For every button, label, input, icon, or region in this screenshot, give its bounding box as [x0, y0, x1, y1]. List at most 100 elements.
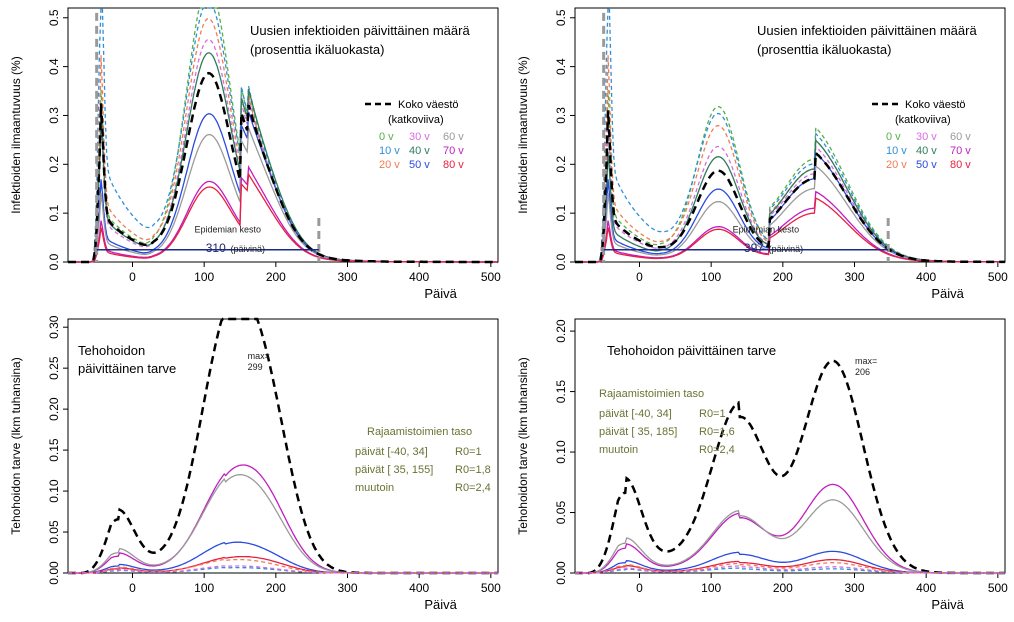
- chart-title: Tehohoidon: [78, 343, 145, 358]
- legend-age-80v: 80 v: [443, 159, 464, 171]
- y-tick-label: 0.10: [554, 440, 568, 464]
- y-axis-label: Infektioiden ilmaantuvuus (%): [516, 56, 530, 213]
- legend-total-sub: (katkoviiva): [388, 114, 444, 126]
- y-tick-label: 0.4: [554, 58, 568, 75]
- chart-svg: 0 100 200 300 400 500 0.00 0.05 0.10 0.15 0.20 Päiv…: [516, 318, 1008, 612]
- x-axis-label: Päivä: [424, 597, 457, 612]
- legend-age-70v: 70 v: [443, 145, 464, 157]
- duration-value: 397: [744, 241, 764, 255]
- restrictions-title: Rajaamistoimien taso: [599, 388, 704, 400]
- y-tick-label: 0.25: [47, 356, 61, 380]
- duration-label: Epidemian kesto: [194, 225, 261, 235]
- plot-frame: [67, 7, 499, 263]
- y-tick-label: 0.05: [554, 501, 568, 525]
- y-tick-label: 0.3: [47, 107, 61, 124]
- legend-total-label: Koko väestö: [398, 99, 459, 111]
- legend-age-60v: 60 v: [950, 131, 971, 143]
- y-tick-label: 0.5: [47, 9, 61, 26]
- chart-title: (prosenttia ikäluokasta): [250, 42, 384, 57]
- max-value: 299: [248, 362, 263, 372]
- legend-age-10v: 10 v: [379, 145, 400, 157]
- legend-total-label: Koko väestö: [905, 99, 966, 111]
- x-axis-label: Päivä: [931, 597, 964, 612]
- y-tick-label: 0.15: [47, 438, 61, 462]
- x-tick-label: 300: [337, 581, 357, 595]
- x-tick-label: 0: [129, 581, 136, 595]
- series-line-total: [575, 359, 1005, 575]
- series-line-80v: [575, 197, 1005, 263]
- legend-age-80v: 80 v: [950, 159, 971, 171]
- y-tick-label: 0.3: [554, 107, 568, 124]
- y-tick-label: 0.1: [47, 204, 61, 221]
- series-line-20v: [575, 562, 1005, 574]
- x-tick-label: 0: [129, 270, 136, 284]
- series-line-total: [68, 71, 498, 264]
- restrictions-period: muutoin: [599, 444, 638, 456]
- legend-age-30v: 30 v: [409, 131, 430, 143]
- restrictions-r0: R0=1,6: [699, 426, 735, 438]
- y-tick-label: 0.20: [47, 397, 61, 421]
- legend-age-0v: 0 v: [886, 131, 901, 143]
- plot-frame: [67, 318, 499, 574]
- legend-age-0v: 0 v: [379, 131, 394, 143]
- chart-title: päivittäinen tarve: [78, 361, 176, 376]
- x-tick-label: 500: [481, 581, 501, 595]
- x-tick-label: 200: [266, 270, 286, 284]
- restrictions-title: Rajaamistoimien taso: [367, 426, 472, 438]
- legend-age-30v: 30 v: [916, 131, 937, 143]
- x-axis-label: Päivä: [424, 286, 457, 301]
- restrictions-r0: R0=1: [699, 408, 726, 420]
- x-tick-label: 400: [916, 270, 936, 284]
- y-tick-label: 0.00: [47, 561, 61, 585]
- series-line-total: [575, 110, 1005, 264]
- legend-age-70v: 70 v: [950, 145, 971, 157]
- duration-value: 310: [206, 241, 226, 255]
- x-tick-label: 0: [636, 581, 643, 595]
- y-tick-label: 0.2: [47, 156, 61, 173]
- x-tick-label: 400: [409, 270, 429, 284]
- x-tick-label: 100: [701, 270, 721, 284]
- chart-title: Uusien infektioiden päivittäinen määrä: [757, 23, 977, 38]
- chart-title: Uusien infektioiden päivittäinen määrä: [250, 23, 470, 38]
- chart-svg: 0 100 200 300 400 500 0.0 0.1 0.2 0.3 0.4 0.5 Päivä I…: [516, 7, 1008, 301]
- y-tick-label: 0.00: [554, 561, 568, 585]
- x-tick-label: 500: [988, 581, 1008, 595]
- plot-frame: [574, 7, 1006, 263]
- series-line-40v: [68, 52, 498, 263]
- series-line-20v: [575, 55, 1005, 263]
- series-line-20v: [68, 558, 498, 574]
- chart-title: Tehohoidon päivittäinen tarve: [607, 343, 776, 358]
- restrictions-period: päivät [-40, 34]: [599, 408, 672, 420]
- y-tick-label: 0.0: [47, 253, 61, 270]
- y-tick-label: 0.15: [554, 380, 568, 404]
- legend-age-50v: 50 v: [916, 159, 937, 171]
- restrictions-period: päivät [-40, 34]: [355, 446, 428, 458]
- restrictions-r0: R0=2,4: [455, 482, 491, 494]
- x-tick-label: 200: [773, 581, 793, 595]
- x-tick-label: 300: [337, 270, 357, 284]
- y-tick-label: 0.4: [47, 58, 61, 75]
- y-axis-label: Infektioiden ilmaantuvuus (%): [9, 56, 23, 213]
- y-tick-label: 0.2: [554, 156, 568, 173]
- y-tick-label: 0.1: [554, 204, 568, 221]
- max-label: max=: [855, 356, 877, 366]
- duration-unit: (päivinä): [230, 244, 265, 254]
- chart-svg: 0 100 200 300 400 500 0.00 0.05 0.10 0.15 0.20 0.25…: [9, 315, 501, 612]
- x-tick-label: 400: [409, 581, 429, 595]
- plot-frame: [574, 318, 1006, 574]
- legend-age-50v: 50 v: [409, 159, 430, 171]
- chart-title: (prosenttia ikäluokasta): [757, 42, 891, 57]
- legend-age-60v: 60 v: [443, 131, 464, 143]
- restrictions-r0: R0=1: [455, 446, 482, 458]
- y-tick-label: 0.30: [47, 315, 61, 339]
- y-tick-label: 0.10: [47, 479, 61, 503]
- duration-label: Epidemian kesto: [733, 225, 800, 235]
- x-tick-label: 100: [194, 270, 214, 284]
- legend-age-20v: 20 v: [886, 159, 907, 171]
- restrictions-period: päivät [ 35, 155]: [355, 464, 433, 476]
- y-tick-label: 0.20: [554, 319, 568, 343]
- restrictions-period: päivät [ 35, 185]: [599, 426, 677, 438]
- x-tick-label: 0: [636, 270, 643, 284]
- chart-infections-left: 0 100 200 300 400 500 0.0 0.1 0.2 0.3 0.4 0.5 Päivä I…: [0, 0, 507, 311]
- restrictions-r0: R0=2,4: [699, 444, 735, 456]
